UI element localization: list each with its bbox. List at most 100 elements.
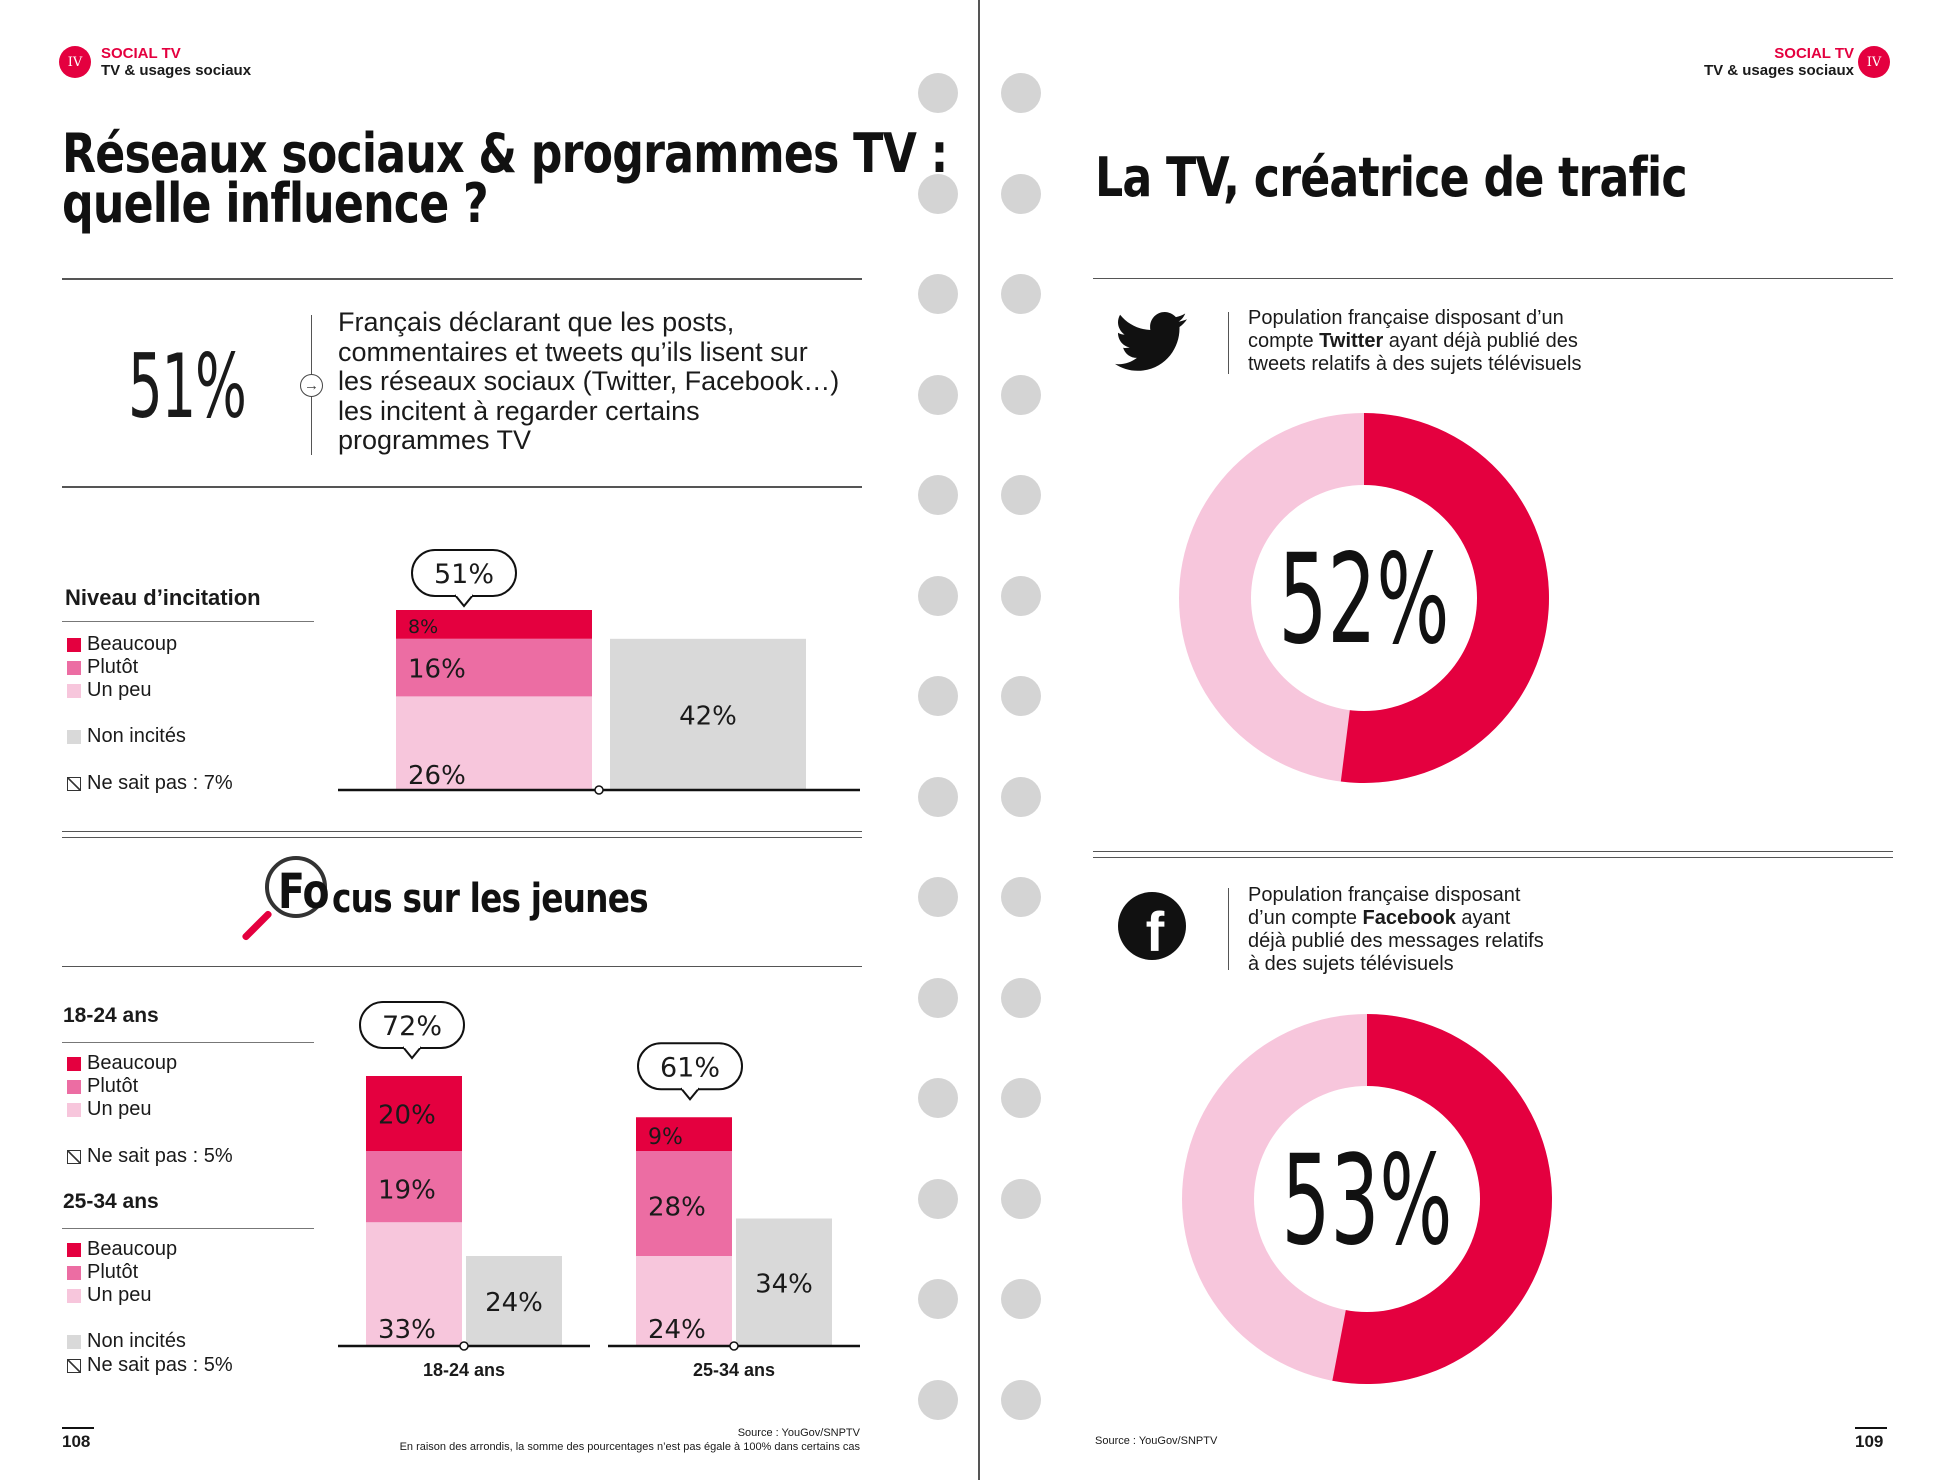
swatch-beaucoup — [67, 1056, 81, 1071]
legend-un-peu: Un peu — [67, 1284, 152, 1307]
legend-rule — [62, 621, 314, 622]
bubble-tail-mask — [456, 593, 472, 596]
stat-line: les incitent à regarder certains — [338, 395, 700, 426]
category-label: 25-34 ans — [693, 1360, 775, 1380]
twitter-separator — [1228, 312, 1229, 374]
donut-hole — [1254, 1086, 1480, 1312]
legend-label: Non incités — [87, 725, 186, 747]
total-label: 72% — [382, 1011, 442, 1042]
legend-label: Plutôt — [87, 656, 139, 678]
binding-ring — [1001, 1279, 1041, 1319]
facebook-description: Population française disposant d’un comp… — [1248, 884, 1544, 976]
focus-prefix: Fo — [278, 864, 330, 920]
page-number: 108 — [62, 1432, 91, 1451]
desc-part: d’un compte — [1248, 907, 1363, 929]
bar-value-label: 24% — [485, 1288, 543, 1318]
donut-label: 52% — [1279, 528, 1450, 672]
legend-label: Ne sait pas : 5% — [87, 1145, 233, 1167]
category-label: 18-24 ans — [423, 1360, 505, 1380]
divider — [1093, 278, 1893, 279]
binding-ring — [918, 73, 958, 113]
legend-label: Ne sait pas : 5% — [87, 1354, 233, 1376]
source: Source : YouGov/SNPTV — [737, 1427, 860, 1439]
kicker: SOCIAL TV — [101, 45, 181, 62]
bar-segment-Beaucoup — [366, 1076, 462, 1151]
binding-ring — [918, 575, 958, 616]
bubble-tail — [680, 1087, 700, 1101]
binding-ring — [1001, 676, 1041, 716]
legend-ne-sait-pas: Ne sait pas : 7% — [67, 772, 233, 795]
bar-segment-Un peu — [366, 1222, 462, 1346]
page-title-line2: quelle influence ? — [62, 172, 489, 235]
divider — [62, 486, 862, 488]
divider — [62, 966, 862, 967]
chapter-badge: IV — [1858, 46, 1890, 78]
spine-line — [978, 0, 980, 1480]
legend-un-peu: Un peu — [67, 1098, 152, 1121]
legend-title: Niveau d’incitation — [65, 585, 261, 610]
binding-ring — [1001, 274, 1041, 314]
binding-ring — [1001, 374, 1041, 415]
bar-segment-Beaucoup — [396, 610, 592, 639]
group2-title: 25-34 ans — [63, 1190, 159, 1213]
desc-part: ayant — [1455, 907, 1511, 929]
desc-line: tweets relatifs à des sujets télévisuels — [1248, 353, 1582, 375]
hatch-icon — [67, 1149, 81, 1164]
bar-value-label: 33% — [378, 1315, 436, 1345]
total-bubble: 72% — [359, 1001, 465, 1060]
legend-beaucoup: Beaucoup — [67, 633, 177, 656]
binding-ring — [1001, 977, 1041, 1018]
binding-ring — [1001, 1078, 1041, 1118]
bar-value-label: 26% — [408, 761, 466, 791]
bar-value-label: 28% — [648, 1193, 706, 1223]
bar-value-label: 16% — [408, 655, 466, 685]
binding-ring — [1001, 1178, 1041, 1219]
binding-ring — [918, 1178, 958, 1219]
hatch-icon — [67, 776, 81, 791]
legend-non-incites: Non incités — [67, 725, 186, 748]
binding-ring — [918, 877, 958, 917]
divider — [62, 837, 862, 838]
donut-hole — [1251, 485, 1477, 711]
legend-label: Plutôt — [87, 1261, 139, 1283]
bar-non-incites — [466, 1256, 562, 1346]
desc-line: Population française disposant d’un — [1248, 307, 1564, 329]
chapter-badge: IV — [59, 46, 91, 78]
source: Source : YouGov/SNPTV — [1095, 1435, 1218, 1447]
binding-ring — [1001, 73, 1041, 113]
divider — [62, 831, 862, 832]
legend-plutot: Plutôt — [67, 1075, 138, 1098]
legend-label: Un peu — [87, 1098, 152, 1120]
bubble-tail-mask — [682, 1086, 698, 1090]
bar-value-label: 19% — [378, 1176, 436, 1206]
legend-plutot: Plutôt — [67, 656, 138, 679]
divider — [62, 278, 862, 280]
chart-jeunes: 33% 19% 20% 72% 24% 18-24 ans 24% 28% 9% 61% 34% 25… — [338, 1001, 860, 1380]
bar-value-label: 34% — [755, 1269, 813, 1299]
binding-ring — [1001, 173, 1041, 214]
facebook-separator — [1228, 888, 1229, 970]
legend-label: Ne sait pas : 7% — [87, 772, 233, 794]
swatch-plutot — [67, 1079, 81, 1094]
legend-ne-sait-pas: Ne sait pas : 5% — [67, 1145, 233, 1168]
bar-segment-Un peu — [636, 1256, 732, 1346]
swatch-un-peu — [67, 683, 81, 698]
legend-un-peu: Un peu — [67, 679, 152, 702]
page-number: 109 — [1855, 1432, 1884, 1451]
legend-label: Non incités — [87, 1330, 186, 1352]
binding-ring — [918, 977, 958, 1018]
swatch-beaucoup — [67, 1242, 81, 1257]
bar-value-label: 20% — [378, 1101, 436, 1131]
legend-label: Plutôt — [87, 1075, 139, 1097]
binding-ring — [918, 776, 958, 817]
desc-line: Population française disposant — [1248, 884, 1521, 906]
desc-line: déjà publié des messages relatifs — [1248, 930, 1544, 952]
total-bubble: 61% — [637, 1042, 743, 1101]
magnifier-icon — [265, 856, 327, 918]
binding-ring — [1001, 475, 1041, 515]
twitter-icon — [1115, 312, 1187, 371]
swatch-plutot — [67, 660, 81, 675]
legend-label: Un peu — [87, 679, 152, 701]
legend-label: Un peu — [87, 1284, 152, 1306]
bar-value-label: 42% — [679, 701, 737, 731]
